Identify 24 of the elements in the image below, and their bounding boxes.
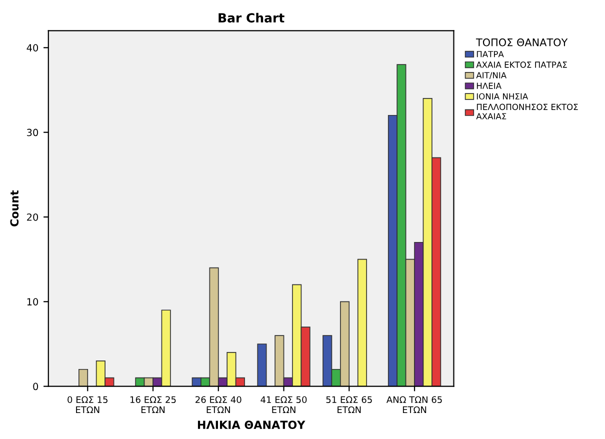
y-tick-label: 20 [27, 213, 38, 221]
y-tick-label: 30 [27, 128, 38, 136]
x-axis-title: ΗΛΙΚΙΑ ΘΑΝΑΤΟΥ [198, 420, 306, 430]
x-tick-label: 26 ΕΩΣ 40 ΕΤΩΝ [196, 396, 242, 414]
y-tick-label: 40 [26, 44, 38, 52]
x-tick-label: 16 ΕΩΣ 25 ΕΤΩΝ [130, 396, 176, 414]
legend-label: ΙΟΝΙΑ ΝΗΣΙΑ [476, 93, 528, 100]
bar [257, 344, 267, 386]
x-tick-label: 0 ΕΩΣ 15 ΕΤΩΝ [68, 396, 108, 414]
chart-title: Bar Chart [218, 12, 284, 23]
legend-label: ΠΑΤΡΑ [476, 51, 504, 58]
legend-label: ΑΙΤ/ΝΙΑ [476, 72, 507, 80]
legend-title: ΤΟΠΟΣ ΘΑΝΑΤΟΥ [476, 38, 568, 46]
x-tick-label: 51 ΕΩΣ 65 ΕΤΩΝ [326, 396, 372, 414]
legend-label: ΠΕΛΛΟΠΟΝΗΣΟΣ ΕΚΤΟΣ ΑΧΑΙΑΣ [476, 104, 578, 120]
bar [78, 368, 88, 386]
x-tick-label: ΑΝΩ ΤΩΝ 65 ΕΤΩΝ [386, 396, 442, 414]
legend-label: ΗΛΕΙΑ [476, 82, 502, 89]
bar [357, 258, 367, 386]
y-tick-label: 10 [27, 298, 38, 306]
y-axis-title: Count [10, 190, 19, 226]
y-tick-label: 0 [33, 382, 38, 390]
x-tick-label: 41 ΕΩΣ 50 ΕΤΩΝ [260, 396, 307, 414]
legend-label: ΑΧΑΙΑ ΕΚΤΟΣ ΠΑΤΡΑΣ [476, 62, 567, 68]
